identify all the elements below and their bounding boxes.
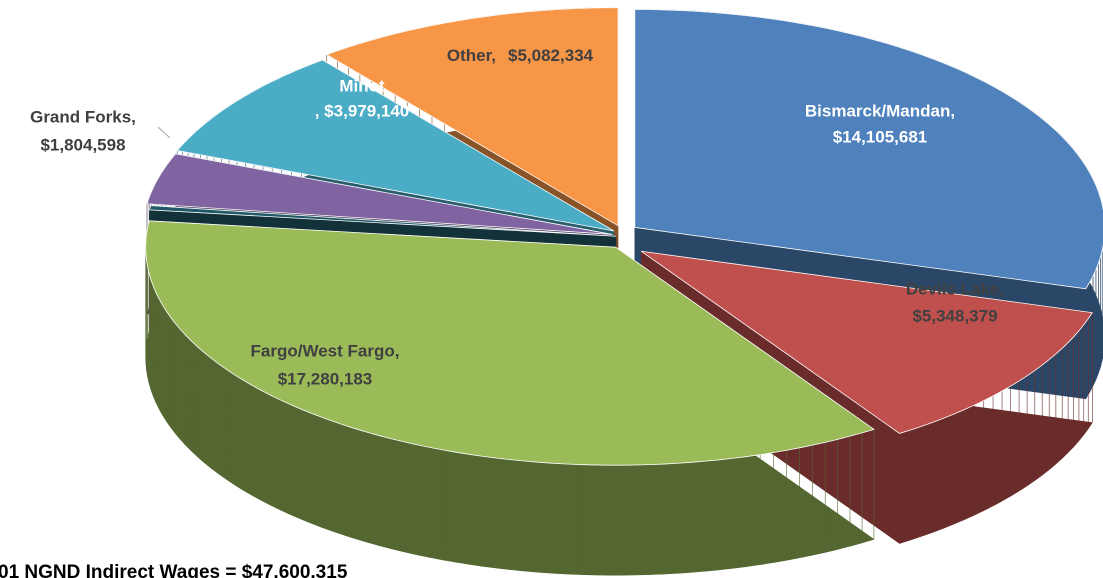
slice (641, 250, 1093, 434)
value-label: $14,105,681 (833, 127, 928, 146)
leader-line (157, 126, 171, 139)
category-label: Grand Forks, (30, 107, 136, 126)
slice (148, 205, 617, 237)
slice (325, 7, 619, 227)
category-label: Fargo/West Fargo, (251, 341, 400, 360)
slice (634, 9, 1103, 290)
data-label: Other, $5,082,334 (447, 46, 594, 65)
slice (146, 153, 613, 235)
value-label: $1,804,598 (40, 135, 125, 154)
value-label: , $3,979,140 (315, 101, 410, 120)
slice (176, 59, 615, 232)
category-label: Minot (339, 76, 385, 95)
value-label: $5,082,334 (508, 46, 594, 65)
value-label: $5,348,379 (912, 306, 997, 325)
footnote: 01 NGND Indirect Wages = $47,600,315 (0, 562, 348, 578)
value-label: $17,280,183 (278, 369, 373, 388)
category-label: Devils Lake, (906, 279, 1004, 298)
category-label: Other, (447, 46, 496, 65)
slice (145, 220, 875, 466)
category-label: Bismarck/Mandan, (805, 101, 955, 120)
